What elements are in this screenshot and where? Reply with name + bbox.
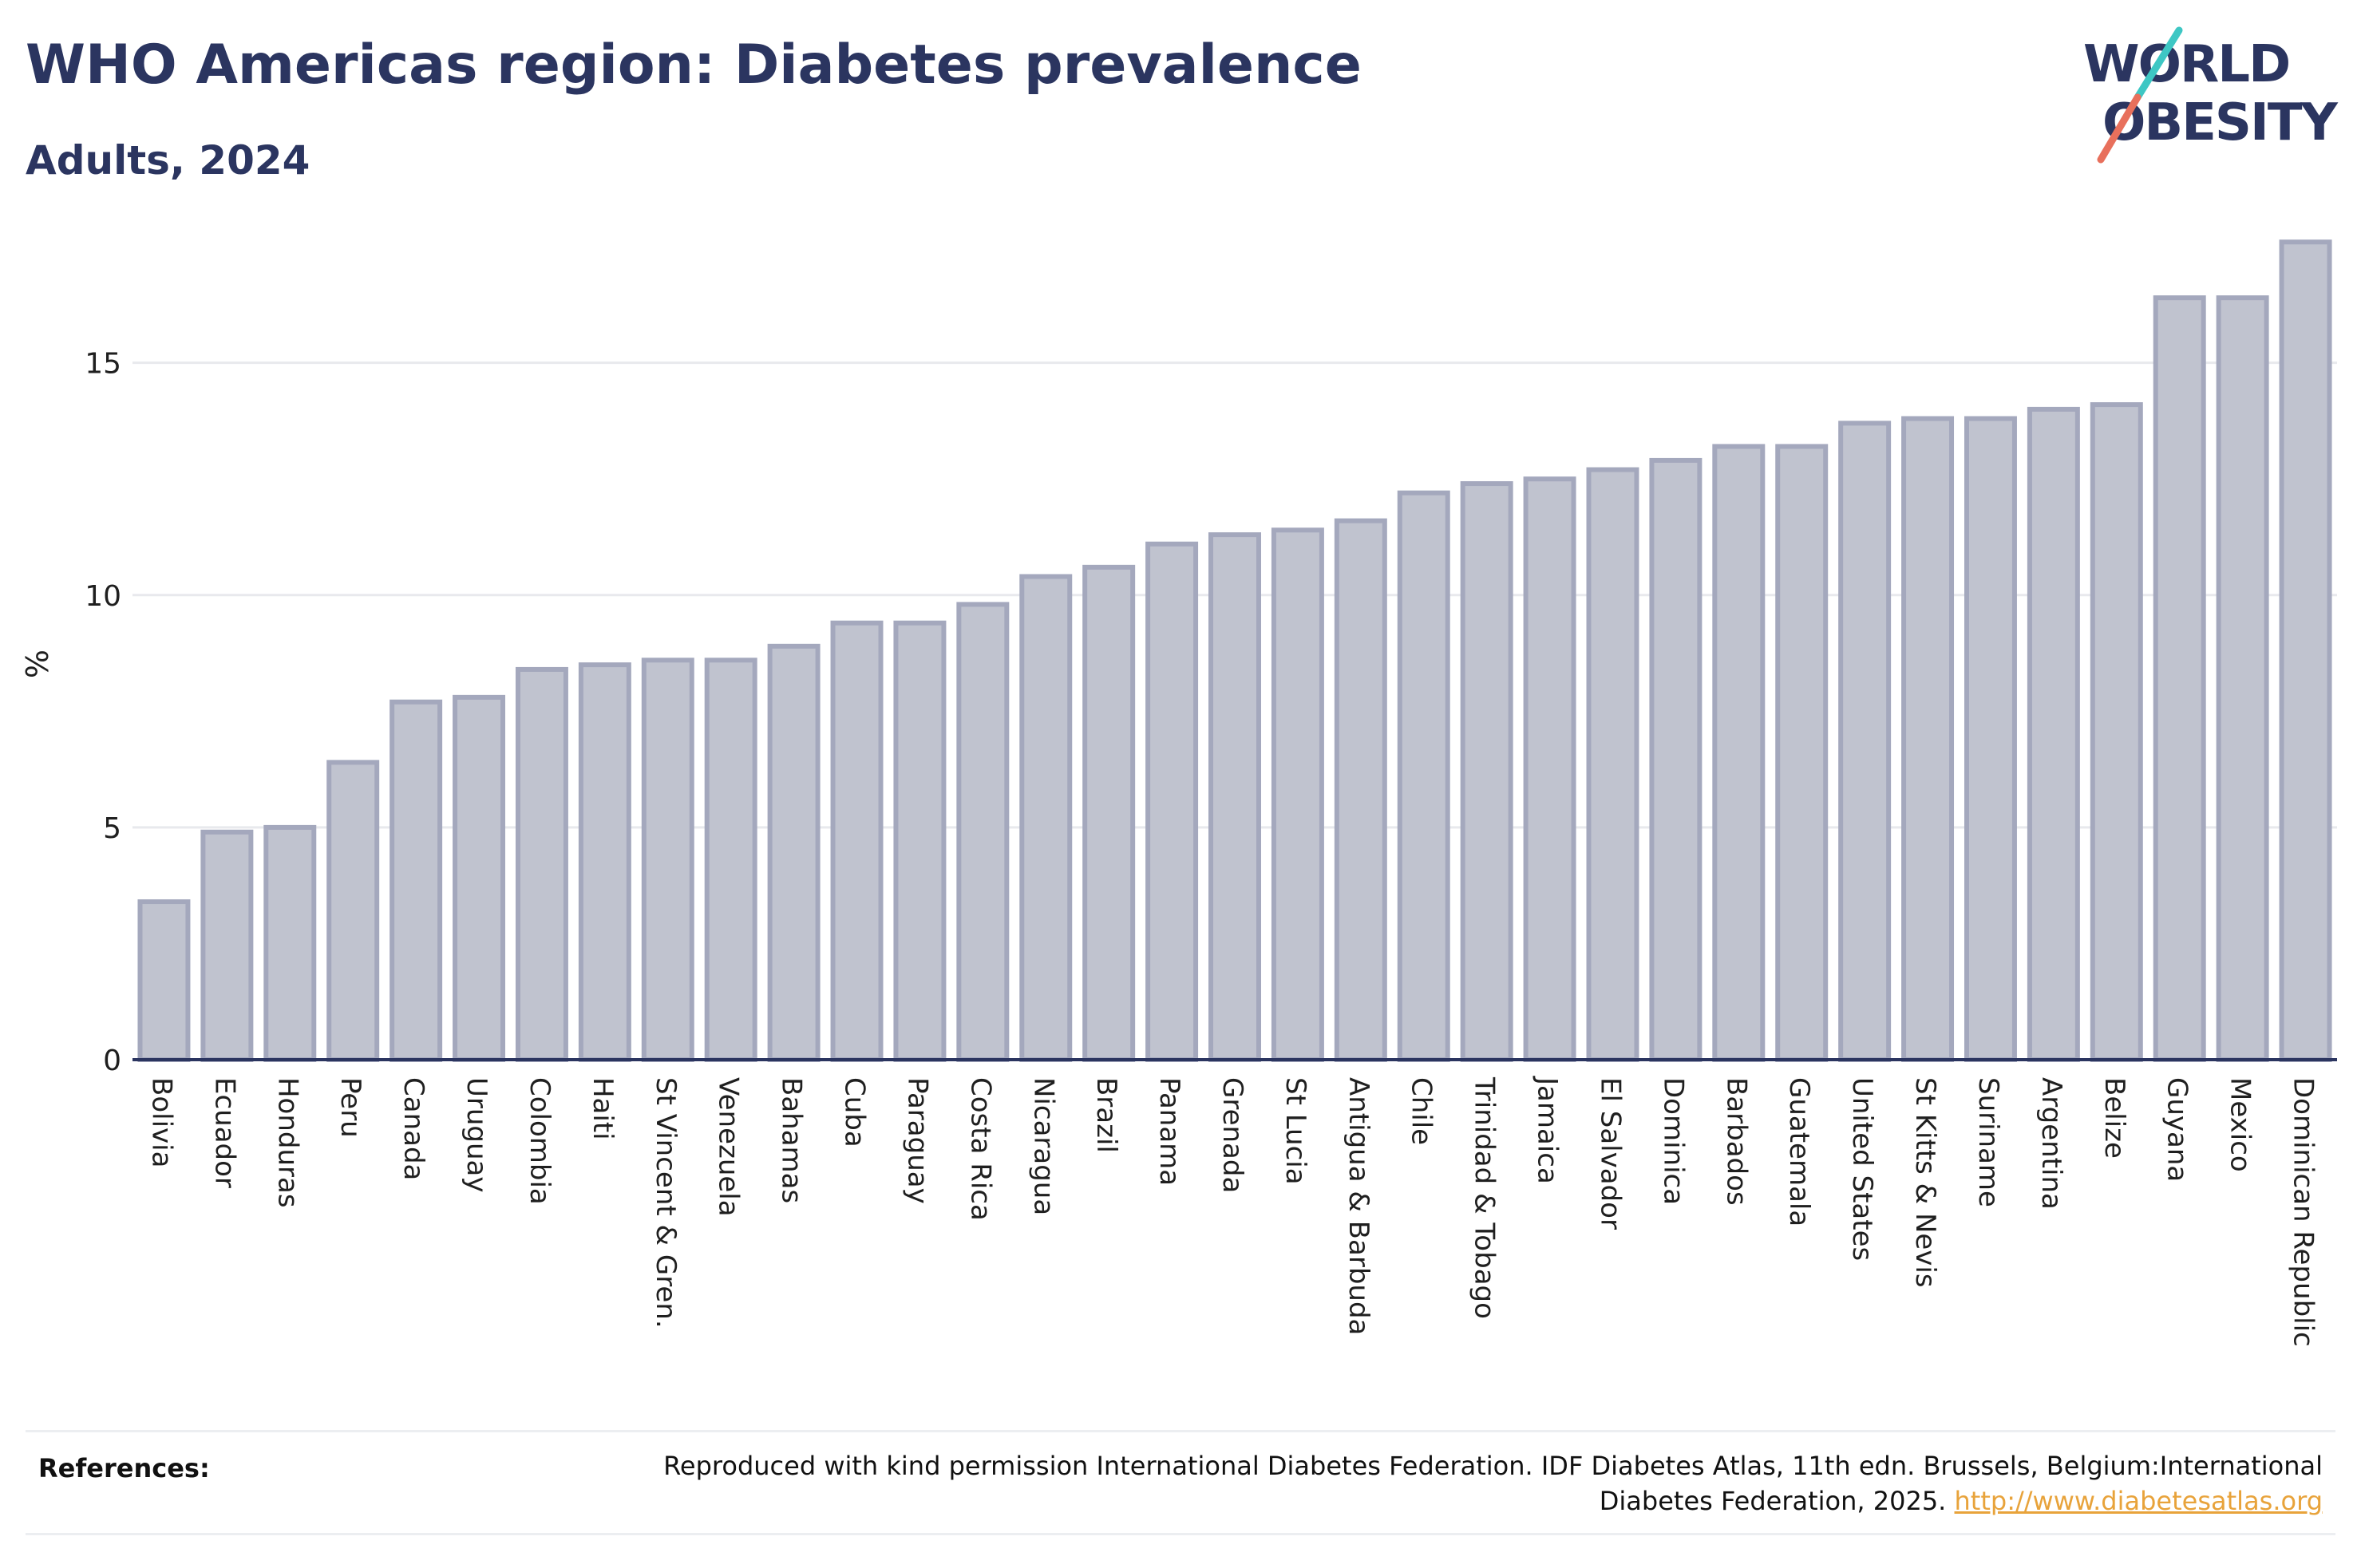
references-text-block: Reproduced with kind permission Internat… — [567, 1448, 2323, 1519]
logo-slash-teal — [2134, 26, 2183, 101]
x-tick-label: Ecuador — [208, 1077, 240, 1188]
bar[interactable] — [1775, 444, 1829, 1062]
logo-slash-coral — [2097, 93, 2142, 164]
x-tick-label: Bolivia — [145, 1077, 177, 1167]
references-citation: Reproduced with kind permission Internat… — [663, 1451, 2323, 1516]
bar[interactable] — [830, 620, 884, 1062]
y-tick-label: 10 — [85, 580, 121, 613]
x-tick-label: United States — [1846, 1077, 1878, 1261]
bar[interactable] — [1838, 421, 1892, 1063]
logo-line2: OBESITY — [2102, 93, 2338, 152]
x-tick-label: El Salvador — [1594, 1077, 1626, 1230]
bar[interactable] — [1964, 416, 2017, 1062]
bar[interactable] — [1271, 527, 1324, 1062]
y-tick-label: 0 — [103, 1045, 121, 1077]
x-tick-label: Belize — [2098, 1077, 2130, 1159]
x-tick-label: Argentina — [2035, 1077, 2067, 1210]
bar[interactable] — [1901, 416, 1955, 1062]
references-label: References: — [38, 1453, 210, 1483]
x-tick-label: Dominica — [1657, 1077, 1689, 1205]
x-tick-label: Suriname — [1972, 1077, 2004, 1207]
x-tick-labels: Bolivia Ecuador Honduras Peru Canada Uruguay C… — [145, 1076, 2319, 1347]
bar[interactable] — [1082, 564, 1136, 1063]
bar[interactable] — [1649, 457, 1703, 1062]
diabetes-atlas-link[interactable]: http://www.diabetesatlas.org — [1954, 1486, 2323, 1516]
bars — [137, 239, 2332, 1063]
x-tick-label: Costa Rica — [964, 1077, 996, 1221]
bar[interactable] — [2216, 295, 2269, 1062]
x-tick-label: Honduras — [271, 1077, 303, 1208]
x-tick-label: St Lucia — [1279, 1077, 1311, 1185]
bar[interactable] — [641, 658, 694, 1062]
world-obesity-logo: WORLD OBESITY — [2083, 26, 2339, 164]
bar[interactable] — [263, 824, 317, 1063]
y-tick-label: 5 — [103, 812, 121, 845]
x-tick-label: Chile — [1406, 1077, 1438, 1145]
logo-line1: WORLD — [2083, 35, 2289, 94]
y-axis-label: % — [20, 650, 55, 678]
bar[interactable] — [1208, 532, 1261, 1063]
y-tick-labels: 0 5 10 15 — [85, 348, 121, 1077]
bar[interactable] — [2279, 239, 2332, 1062]
bar[interactable] — [390, 699, 443, 1062]
bar[interactable] — [956, 602, 1010, 1062]
x-tick-label: Peru — [334, 1077, 366, 1138]
bar[interactable] — [200, 829, 254, 1062]
y-tick-label: 15 — [85, 348, 121, 381]
x-tick-label: Mexico — [2225, 1077, 2256, 1172]
bar[interactable] — [767, 643, 821, 1062]
x-tick-label: Trinidad & Tobago — [1469, 1076, 1501, 1319]
chart-title: WHO Americas region: Diabetes prevalence — [26, 34, 1362, 97]
x-tick-label: Dominican Republic — [2288, 1077, 2319, 1347]
x-tick-label: Uruguay — [461, 1077, 492, 1193]
bar[interactable] — [2153, 295, 2206, 1062]
x-tick-label: Grenada — [1216, 1077, 1248, 1193]
x-tick-label: Brazil — [1090, 1077, 1122, 1153]
bar[interactable] — [326, 760, 380, 1063]
bar[interactable] — [1019, 574, 1073, 1062]
x-tick-label: Canada — [397, 1077, 429, 1180]
bar[interactable] — [2027, 406, 2080, 1062]
bar[interactable] — [1586, 467, 1639, 1063]
bar[interactable] — [1397, 490, 1450, 1062]
bar[interactable] — [704, 658, 757, 1062]
bar[interactable] — [1145, 541, 1199, 1062]
x-tick-label: Panama — [1153, 1077, 1185, 1186]
bar[interactable] — [893, 620, 947, 1062]
x-tick-label: Colombia — [524, 1077, 556, 1205]
x-tick-label: Jamaica — [1532, 1076, 1564, 1184]
x-tick-label: St Vincent & Gren. — [650, 1077, 682, 1329]
bar[interactable] — [1712, 444, 1766, 1062]
x-tick-label: Guatemala — [1783, 1077, 1815, 1226]
bar[interactable] — [2090, 402, 2143, 1063]
x-tick-label: Haiti — [587, 1077, 619, 1140]
bar[interactable] — [578, 662, 631, 1062]
bar[interactable] — [1460, 481, 1513, 1062]
x-tick-label: Guyana — [2161, 1077, 2193, 1182]
bar-chart: 0 5 10 15 Bolivia Ecuador Honduras Peru Canada U… — [20, 239, 2337, 1347]
bar[interactable] — [453, 694, 506, 1062]
x-tick-label: Nicaragua — [1027, 1077, 1059, 1215]
x-tick-label: Cuba — [839, 1077, 871, 1147]
x-tick-label: St Kitts & Nevis — [1909, 1077, 1941, 1288]
chart-subtitle: Adults, 2024 — [26, 137, 310, 184]
x-tick-label: Bahamas — [776, 1077, 808, 1203]
x-tick-label: Venezuela — [713, 1077, 745, 1217]
bar[interactable] — [137, 899, 191, 1062]
x-tick-label: Antigua & Barbuda — [1343, 1077, 1374, 1335]
bar[interactable] — [1334, 518, 1387, 1063]
references-section: References: Reproduced with kind permiss… — [26, 1430, 2335, 1535]
x-tick-label: Paraguay — [901, 1077, 933, 1204]
bar[interactable] — [515, 666, 568, 1063]
bar[interactable] — [1523, 476, 1576, 1062]
x-tick-label: Barbados — [1720, 1077, 1752, 1206]
